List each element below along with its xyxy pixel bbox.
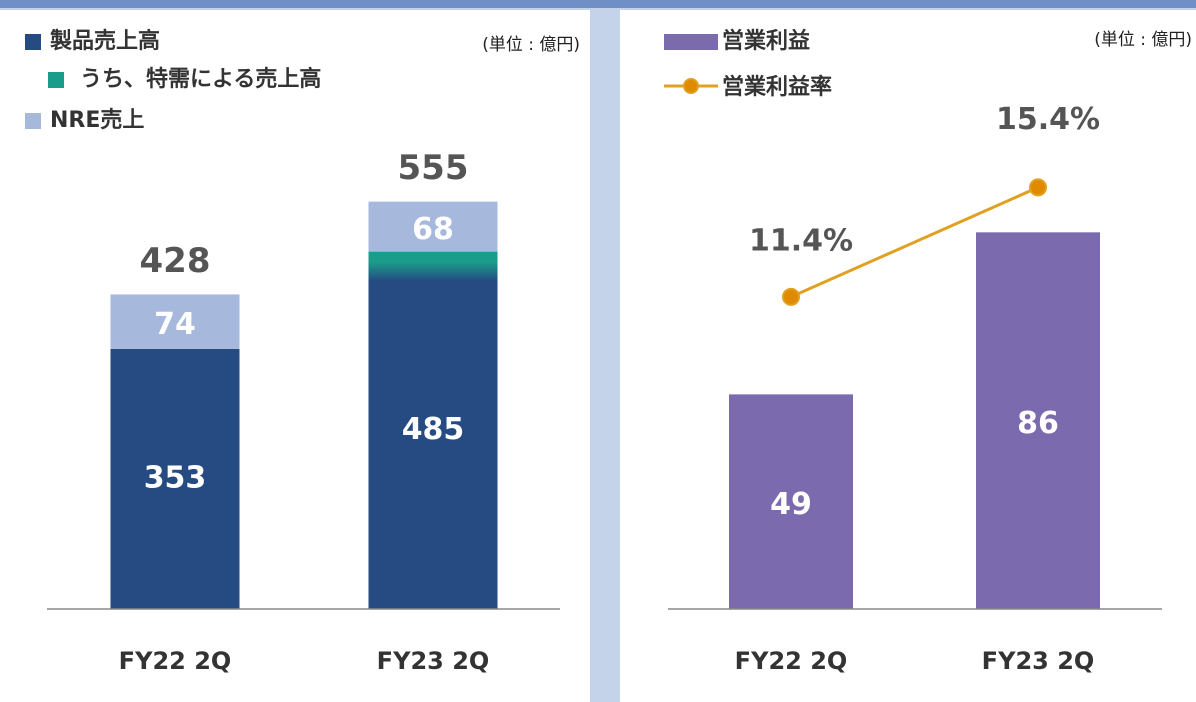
unit-label: (単位 : 億円) [482,35,580,55]
bar-segment [110,348,240,609]
line-marker [782,287,800,306]
bar [976,232,1100,609]
legend-label: 製品売上高 [49,28,160,54]
legend-label: うち、特需による売上高 [80,66,321,92]
value-label: 68 [412,212,454,247]
x-tick-label: FY23 2Q [377,647,490,675]
legend-label: NRE売上 [50,107,144,133]
legend-swatch [25,113,41,129]
line-marker [1029,178,1047,197]
legend-label: 営業利益率 [722,74,832,100]
x-tick-label: FY23 2Q [982,647,1095,675]
x-tick-label: FY22 2Q [735,647,848,675]
unit-label: (単位 : 億円) [1094,30,1192,50]
legend-swatch [664,34,718,50]
legend-swatch [25,34,41,50]
value-label: 49 [770,487,812,522]
x-tick-label: FY22 2Q [119,647,232,675]
value-label: 15.4% [996,102,1100,137]
bar [729,394,853,609]
right-panel [620,10,1196,702]
line [790,186,1039,299]
value-label: 485 [402,412,465,447]
legend-marker [683,78,699,94]
value-label: 74 [154,307,196,342]
total-label: 555 [398,148,469,188]
bar-segment [368,251,498,609]
bar-segment [368,201,498,252]
total-label: 428 [140,241,211,281]
top-band [0,0,1196,8]
legend-swatch [48,72,64,88]
bar-segment [110,294,240,349]
value-label: 86 [1017,406,1059,441]
legend-label: 営業利益 [722,28,810,54]
bar-segment [368,251,498,282]
value-label: 353 [144,460,207,495]
value-label: 11.4% [749,223,853,258]
